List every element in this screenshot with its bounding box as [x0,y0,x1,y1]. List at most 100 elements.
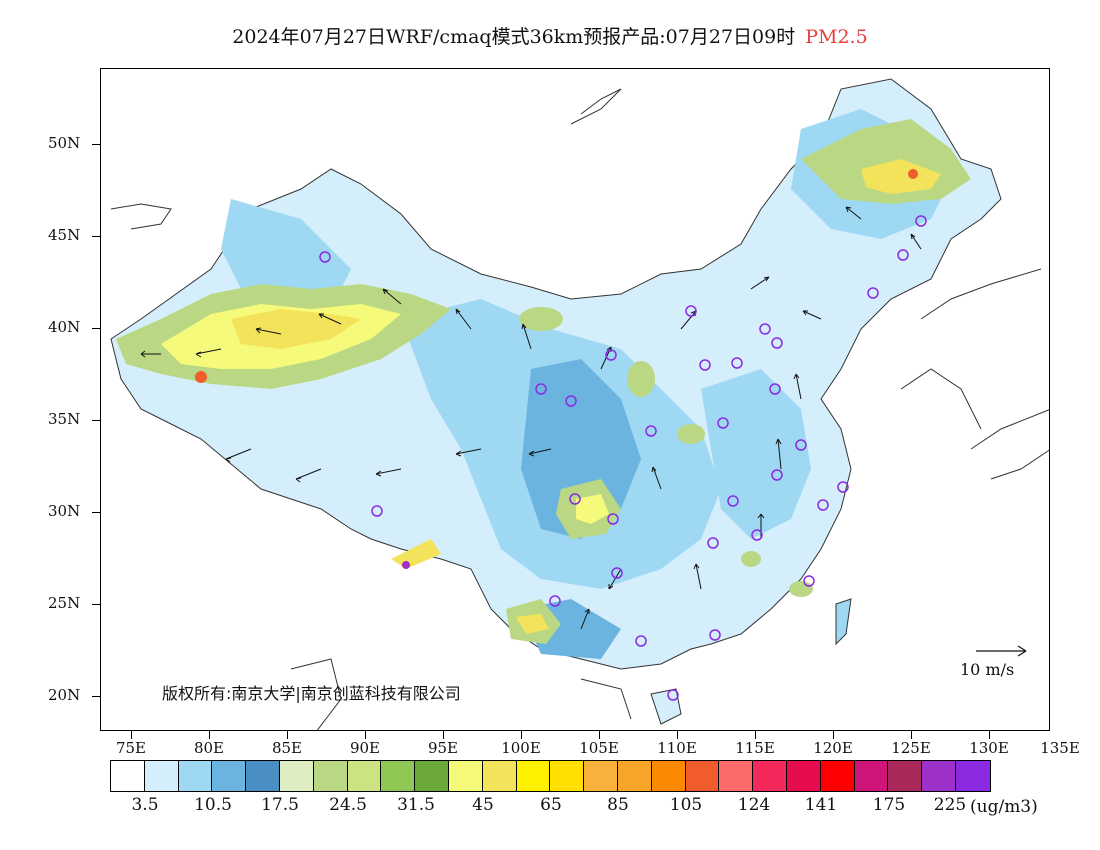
wind-reference-arrow [976,645,1027,657]
pollution-patch [231,309,361,349]
pollution-patch [627,361,655,397]
lat-tick [92,512,100,513]
colorbar-swatch [719,761,754,791]
colorbar-swatch [922,761,956,791]
colorbar-label: 85 [607,795,629,815]
lon-label: 125E [891,739,931,757]
lat-label: 30N [48,502,81,520]
lon-label: 130E [969,739,1009,757]
pollution-patch [576,494,609,524]
pollution-patch [519,307,563,331]
colorbar-swatch [820,761,855,791]
pm25-map [110,78,1049,730]
colorbar-swatch [246,761,280,791]
lon-label: 110E [657,739,697,757]
taiwan [835,598,852,646]
hainan [650,688,682,725]
lon-tick [131,731,132,739]
colorbar-label: 24.5 [329,795,367,815]
colorbar-label: 141 [804,795,838,815]
colorbar-swatch [144,761,179,791]
colorbar-label: 105 [669,795,703,815]
lat-tick [92,696,100,697]
lon-label: 80E [193,739,225,757]
pollution-patch [391,539,441,569]
colorbar [110,760,991,792]
colorbar-label: 3.5 [131,795,159,815]
colorbar-label: 17.5 [261,795,299,815]
colorbar-unit: (ug/m3) [970,797,1038,817]
lon-label: 90E [349,739,381,757]
copyright-text: 版权所有:南京大学|南京创蓝科技有限公司 [162,684,461,703]
colorbar-swatch [617,761,652,791]
lon-tick [521,731,522,739]
lon-label: 85E [271,739,303,757]
lon-label: 115E [735,739,775,757]
lat-tick [92,604,100,605]
colorbar-swatch [584,761,618,791]
colorbar-swatch [753,761,787,791]
lon-tick [833,731,834,739]
pollution-patch [789,581,813,597]
pollution-patch [516,614,549,634]
lat-label: 25N [48,594,81,612]
title-text: 2024年07月27日WRF/cmaq模式36km预报产品:07月27日09时 [232,26,796,48]
colorbar-swatch [854,761,889,791]
lon-tick [989,731,990,739]
colorbar-swatch [651,761,686,791]
colorbar-swatch [313,761,348,791]
wind-vectors [140,206,922,630]
lon-label: 135E [1040,739,1080,757]
pollution-patch [741,551,761,567]
lat-label: 35N [48,410,81,428]
colorbar-swatch [448,761,483,791]
colorbar-swatch [786,761,821,791]
colorbar-label: 124 [737,795,771,815]
colorbar-swatch [212,761,247,791]
species-label: PM2.5 [805,26,868,48]
lon-label: 95E [427,739,459,757]
map-frame [100,68,1050,731]
lat-tick [92,328,100,329]
lat-tick [92,236,100,237]
pollution-patch [861,159,941,194]
lat-tick [92,144,100,145]
lon-tick [677,731,678,739]
colorbar-swatch [415,761,449,791]
lon-tick [911,731,912,739]
colorbar-swatch [550,761,585,791]
lat-label: 40N [48,318,81,336]
colorbar-swatch [955,761,990,791]
colorbar-swatch [685,761,720,791]
colorbar-swatch [347,761,382,791]
map-title: 2024年07月27日WRF/cmaq模式36km预报产品:07月27日09时 P… [0,22,1100,49]
lon-tick [209,731,210,739]
lon-label: 100E [501,739,541,757]
lat-tick [92,420,100,421]
colorbar-label: 225 [933,795,967,815]
lon-tick [365,731,366,739]
pollution-patch [677,424,705,444]
pollution-hotspot [195,371,207,383]
pollution-hotspot [908,169,918,179]
colorbar-swatch [279,761,314,791]
colorbar-label: 31.5 [397,795,435,815]
colorbar-swatch [111,761,145,791]
coastline [570,88,622,125]
lon-label: 105E [579,739,619,757]
colorbar-swatch [482,761,517,791]
monitoring-sites [319,215,927,701]
lat-label: 50N [48,134,81,152]
lon-label: 120E [813,739,853,757]
colorbar-swatch [888,761,923,791]
colorbar-label: 45 [472,795,494,815]
lon-tick [443,731,444,739]
colorbar-swatch [381,761,416,791]
pollution-patch [701,369,811,539]
lon-tick [599,731,600,739]
lat-label: 20N [48,686,81,704]
colorbar-swatch [516,761,551,791]
colorbar-swatch [178,761,213,791]
lat-label: 45N [48,226,81,244]
lon-label: 75E [115,739,147,757]
